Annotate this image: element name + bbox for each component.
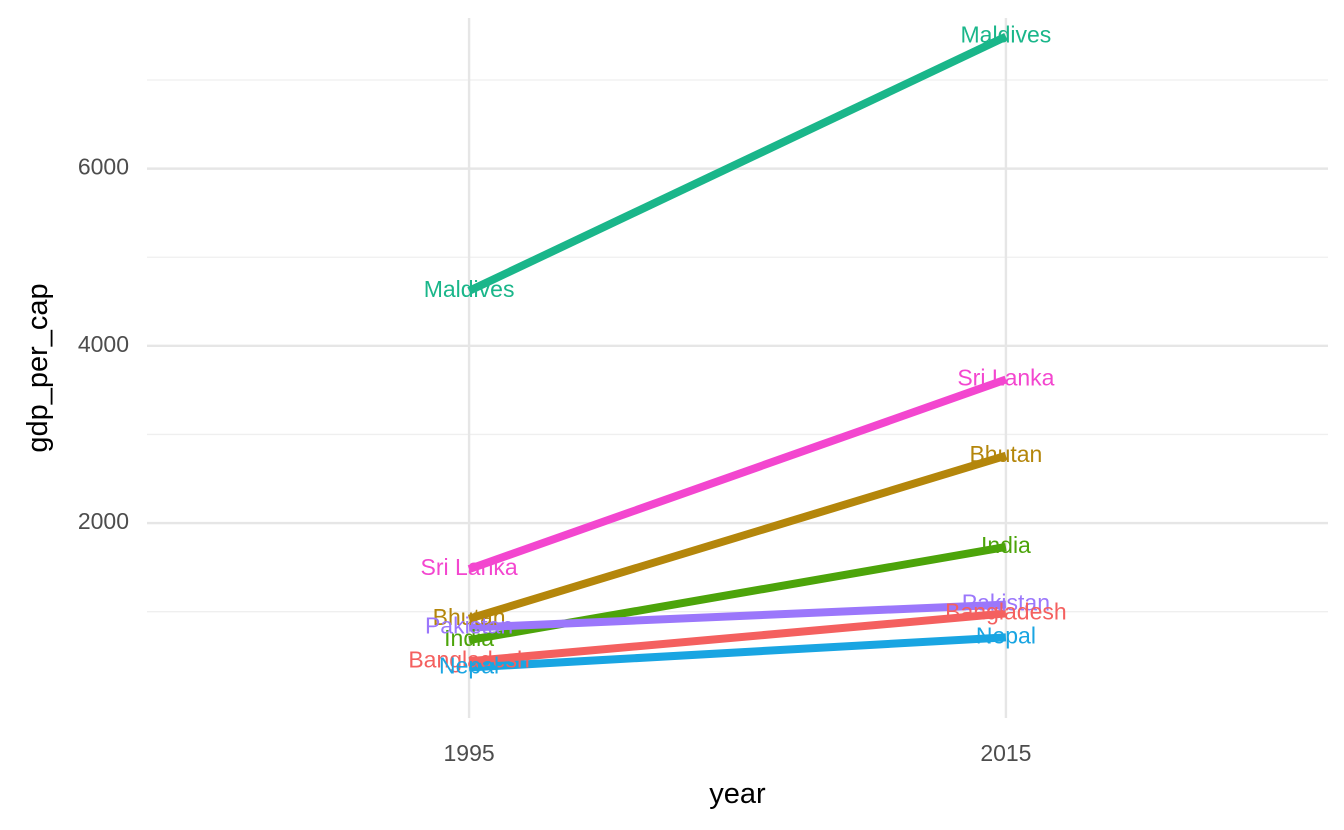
point-label-bangladesh: Bangladesh xyxy=(945,599,1067,625)
y-tick-label: 6000 xyxy=(78,154,129,180)
x-axis-title: year xyxy=(709,778,766,810)
point-label-pakistan: Pakistan xyxy=(425,613,513,639)
point-label-sri-lanka: Sri Lanka xyxy=(957,365,1054,391)
series-labels: Maldives Maldives Sri Lanka Sri Lanka Bhutan… xyxy=(408,22,1066,679)
x-tick-labels: 1995 2015 xyxy=(444,740,1032,766)
y-tick-labels: 2000 4000 6000 xyxy=(78,154,129,534)
point-label-maldives: Maldives xyxy=(961,22,1052,48)
series-line-sri-lanka xyxy=(467,375,1008,573)
y-tick-label: 4000 xyxy=(78,331,129,357)
point-label-maldives: Maldives xyxy=(424,276,515,302)
point-label-india: India xyxy=(444,625,494,651)
series-line-maldives xyxy=(467,32,1008,295)
x-tick-label: 2015 xyxy=(980,740,1031,766)
y-axis-title: gdp_per_cap xyxy=(22,283,54,452)
series-line-pakistan xyxy=(468,600,1007,632)
series-lines xyxy=(467,32,1008,672)
point-label-bangladesh: Bangladesh xyxy=(408,646,530,672)
y-tick-label: 2000 xyxy=(78,508,129,534)
series-line-bangladesh xyxy=(468,609,1007,666)
x-tick-label: 1995 xyxy=(444,740,495,766)
point-label-nepal: Nepal xyxy=(976,622,1036,648)
point-label-sri-lanka: Sri Lanka xyxy=(421,554,518,580)
grid xyxy=(147,18,1328,718)
series-line-bhutan xyxy=(467,451,1008,623)
point-label-india: India xyxy=(981,532,1031,558)
point-label-bhutan: Bhutan xyxy=(969,441,1042,467)
point-label-bhutan: Bhutan xyxy=(433,604,506,630)
point-label-nepal: Nepal xyxy=(439,653,499,679)
point-label-pakistan: Pakistan xyxy=(962,590,1050,616)
series-line-nepal xyxy=(468,633,1007,672)
